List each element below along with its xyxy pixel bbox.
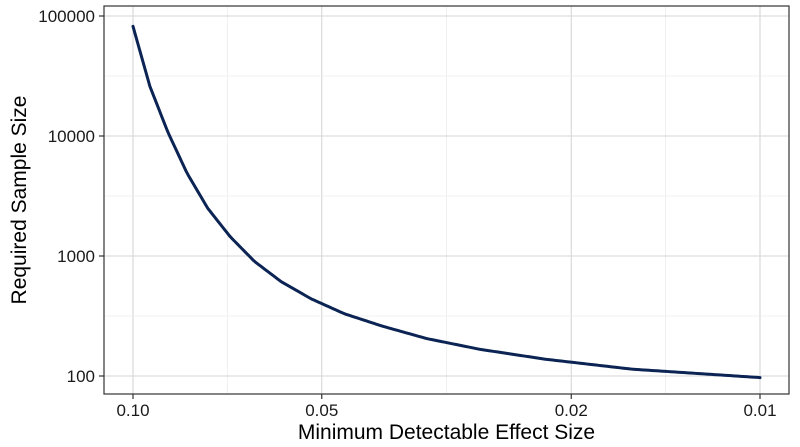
- x-axis: 0.10 0.05 0.02 0.01: [116, 394, 777, 420]
- y-tick-label: 10000: [48, 127, 95, 146]
- plot-panel: [103, 5, 790, 395]
- series-line: [131, 24, 762, 380]
- y-axis: 100 1000 10000 100000: [38, 7, 104, 386]
- x-tick-label: 0.01: [743, 401, 776, 420]
- y-tick-label: 100: [67, 367, 95, 386]
- x-tick-label: 0.02: [555, 401, 588, 420]
- y-tick-label: 1000: [57, 247, 95, 266]
- y-tick-label: 100000: [38, 7, 95, 26]
- x-tick-label: 0.10: [116, 401, 149, 420]
- x-axis-title: Minimum Detectable Effect Size: [298, 421, 595, 444]
- y-axis-title: Required Sample Size: [8, 96, 31, 305]
- x-tick-label: 0.05: [305, 401, 338, 420]
- grid: [104, 6, 789, 394]
